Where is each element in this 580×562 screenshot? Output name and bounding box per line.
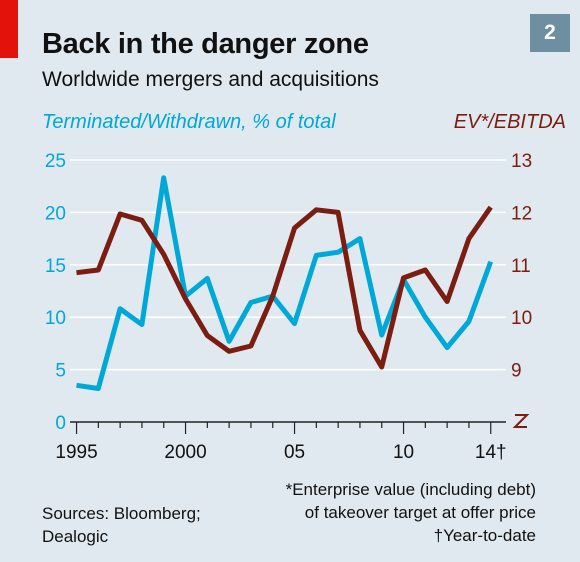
x-tick-label: 2000 — [164, 442, 206, 463]
y-left-tick-label: 25 — [45, 151, 66, 172]
chart-subtitle: Worldwide mergers and acquisitions — [42, 68, 379, 91]
x-tick-label: 14† — [475, 442, 507, 463]
chart-number-badge: 2 — [530, 14, 570, 52]
footnotes: *Enterprise value (including debt) of ta… — [286, 478, 536, 547]
x-tick-label: 10 — [393, 442, 414, 463]
y-left-tick-label: 5 — [55, 361, 66, 382]
x-tick-label: 1995 — [55, 442, 97, 463]
y-right-tick-label: 11 — [511, 256, 531, 277]
sources-line-1: Sources: Bloomberg; — [42, 504, 201, 523]
y-right-tick-label: 13 — [511, 151, 532, 172]
sources-line-2: Dealogic — [42, 527, 109, 546]
y-right-tick-label: 10 — [511, 308, 532, 329]
y-right-tick-label: 9 — [511, 361, 522, 382]
legend-left-series: Terminated/Withdrawn, % of total — [42, 111, 336, 133]
legend-right-series: EV*/EBITDA — [453, 111, 566, 133]
y-left-tick-label: 10 — [45, 308, 66, 329]
y-left-tick-label: 15 — [45, 256, 66, 277]
series-line-terminated — [76, 175, 494, 391]
chart-title: Back in the danger zone — [42, 28, 369, 60]
series-line-ev-ebitda — [76, 205, 493, 370]
footnote-ev-line-2: of takeover target at offer price — [304, 503, 536, 522]
sources: Sources: Bloomberg; Dealogic — [42, 502, 201, 548]
y-right-tick-label: 12 — [511, 203, 532, 224]
y-left-tick-label: 20 — [45, 203, 66, 224]
brand-tag — [0, 0, 18, 58]
y-left-tick-label: 0 — [55, 413, 66, 434]
footnote-ev-line-1: *Enterprise value (including debt) — [285, 480, 536, 499]
axis-break-mark — [512, 414, 530, 428]
x-tick-label: 05 — [284, 442, 305, 463]
footnote-ytd: †Year-to-date — [433, 526, 536, 545]
